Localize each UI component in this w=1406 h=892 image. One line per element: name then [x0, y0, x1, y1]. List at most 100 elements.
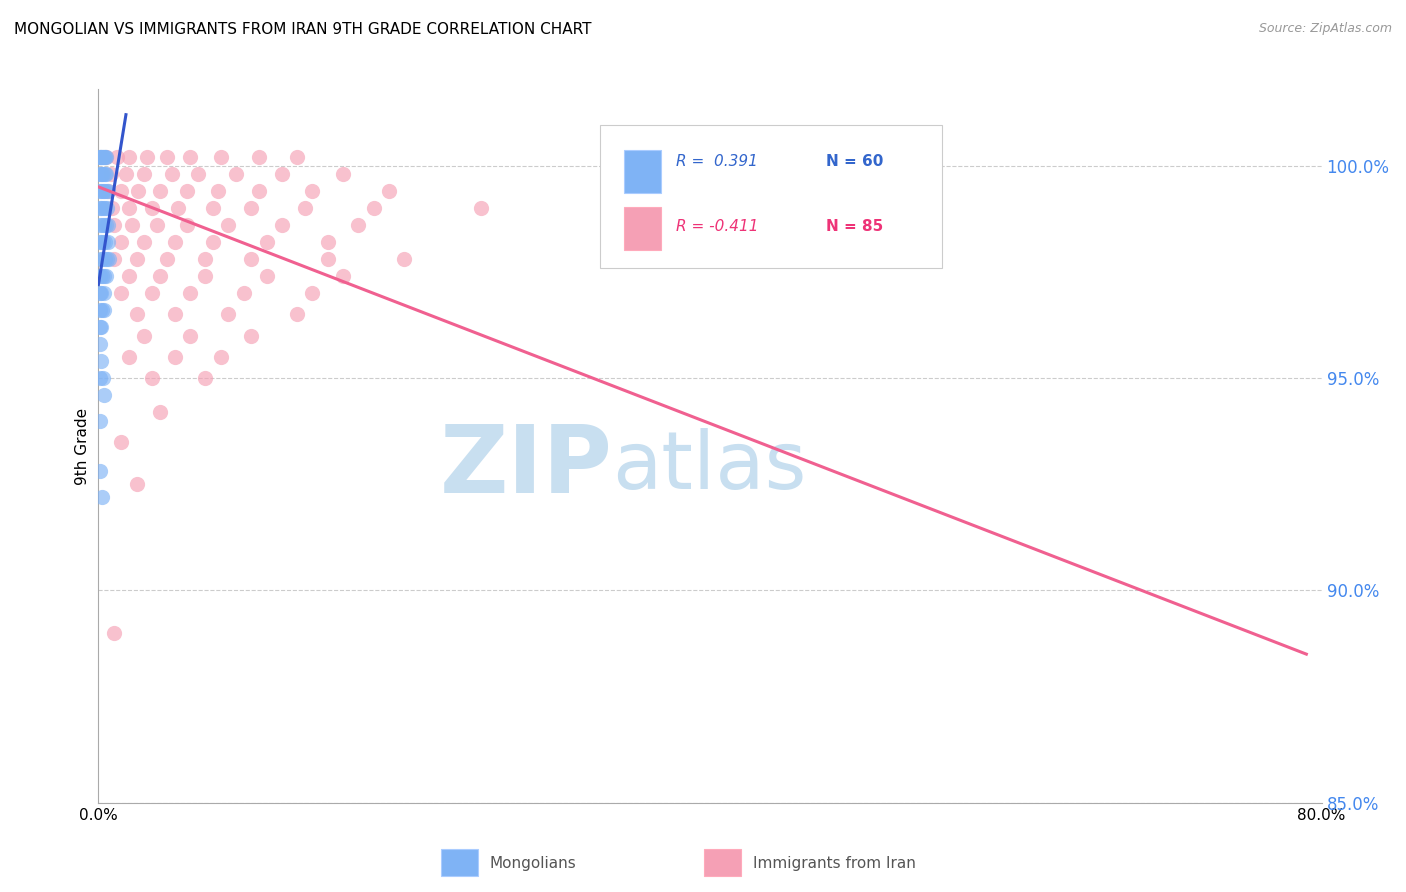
Point [240, 201, 263, 215]
Text: N = 85: N = 85 [827, 219, 883, 234]
Point [89, 286, 111, 301]
Point [134, 235, 156, 249]
Point [347, 218, 370, 232]
Point [90, 167, 112, 181]
Point [89, 337, 111, 351]
Point [217, 218, 239, 232]
Point [110, 184, 132, 198]
Text: atlas: atlas [612, 428, 807, 507]
Point [91, 201, 114, 215]
Point [470, 201, 492, 215]
Point [90, 286, 112, 301]
Point [89, 465, 111, 479]
Point [301, 184, 323, 198]
Point [176, 184, 198, 198]
Y-axis label: 9th Grade: 9th Grade [75, 408, 90, 484]
Point [141, 371, 163, 385]
Point [90, 252, 112, 266]
Point [118, 201, 141, 215]
Point [316, 235, 339, 249]
Point [110, 235, 132, 249]
Point [115, 167, 138, 181]
Point [145, 218, 167, 232]
Point [332, 167, 354, 181]
Point [163, 307, 186, 321]
Point [149, 269, 172, 284]
Point [91, 167, 114, 181]
Point [217, 307, 239, 321]
Point [94, 184, 117, 198]
Text: MONGOLIAN VS IMMIGRANTS FROM IRAN 9TH GRADE CORRELATION CHART: MONGOLIAN VS IMMIGRANTS FROM IRAN 9TH GR… [14, 22, 592, 37]
Point [90, 303, 112, 318]
Point [247, 150, 270, 164]
Point [97, 184, 120, 198]
Point [91, 167, 114, 181]
Point [90, 320, 112, 334]
Point [103, 218, 125, 232]
Point [90, 201, 112, 215]
Point [270, 218, 294, 232]
Point [93, 286, 115, 301]
Point [97, 184, 120, 198]
Point [301, 286, 323, 301]
Point [134, 328, 156, 343]
Point [89, 150, 111, 164]
Point [225, 167, 247, 181]
Point [90, 218, 112, 232]
Point [163, 235, 186, 249]
Point [163, 350, 186, 364]
Point [89, 201, 111, 215]
Point [149, 184, 172, 198]
Point [90, 269, 112, 284]
Point [91, 235, 114, 249]
Point [93, 252, 115, 266]
Point [176, 218, 198, 232]
Point [89, 235, 111, 249]
Point [121, 218, 143, 232]
Text: Mongolians: Mongolians [489, 856, 576, 871]
Text: ZIP: ZIP [439, 421, 612, 514]
Point [136, 150, 159, 164]
Point [103, 626, 125, 640]
Point [392, 252, 416, 266]
Point [103, 252, 125, 266]
Point [232, 286, 254, 301]
Point [89, 371, 111, 385]
Point [93, 269, 115, 284]
Point [94, 235, 117, 249]
Point [100, 167, 122, 181]
Point [118, 150, 141, 164]
Text: Source: ZipAtlas.com: Source: ZipAtlas.com [1258, 22, 1392, 36]
Point [101, 201, 124, 215]
Point [93, 218, 115, 232]
FancyBboxPatch shape [600, 125, 942, 268]
Point [240, 252, 263, 266]
Point [363, 201, 385, 215]
Point [179, 286, 201, 301]
FancyBboxPatch shape [624, 207, 661, 250]
Point [240, 328, 263, 343]
Point [125, 307, 148, 321]
Point [105, 150, 128, 164]
Point [110, 286, 132, 301]
Point [127, 184, 149, 198]
FancyBboxPatch shape [624, 150, 661, 193]
Point [110, 434, 132, 449]
Point [98, 252, 121, 266]
Point [96, 167, 118, 181]
Point [89, 303, 111, 318]
Text: R = -0.411: R = -0.411 [676, 219, 758, 234]
Text: R =  0.391: R = 0.391 [676, 154, 758, 169]
Point [96, 269, 118, 284]
Point [89, 269, 111, 284]
Point [134, 167, 156, 181]
Point [97, 218, 120, 232]
Point [90, 354, 112, 368]
Point [91, 371, 114, 385]
Point [90, 235, 112, 249]
Point [118, 350, 141, 364]
Point [160, 167, 183, 181]
Point [194, 371, 217, 385]
FancyBboxPatch shape [441, 849, 478, 876]
Point [89, 150, 111, 164]
